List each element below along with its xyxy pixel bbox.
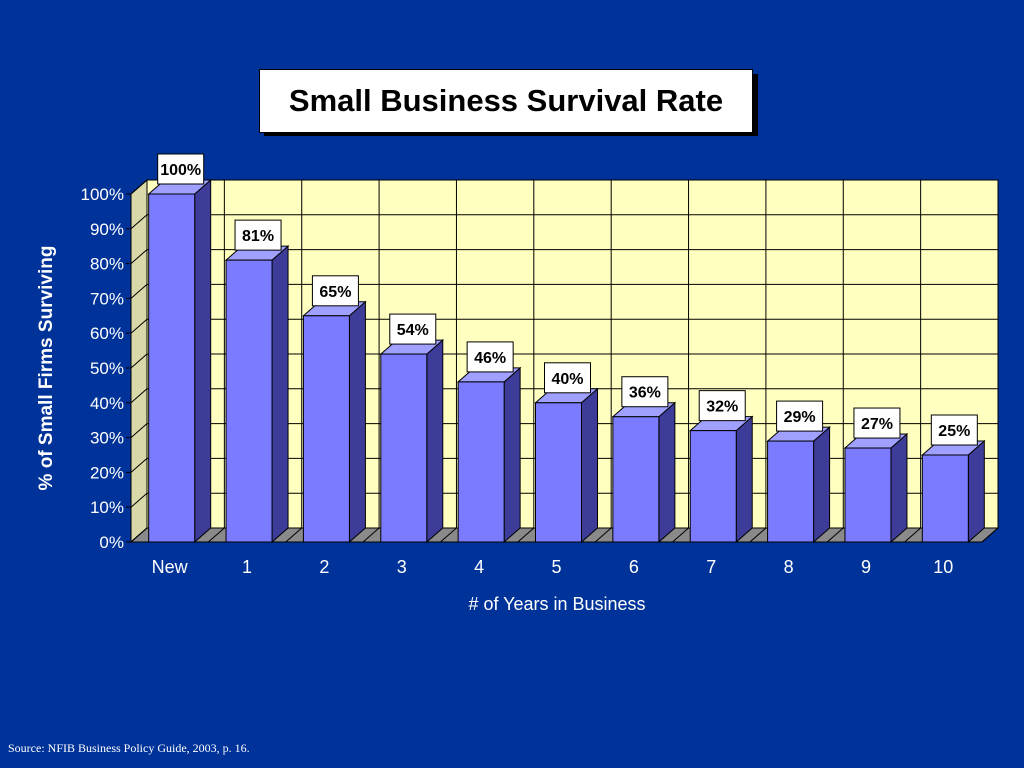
y-tick-label: 30% [90,429,124,448]
bar [689,430,737,543]
data-label-box [930,414,978,446]
y-axis-title: % of Small Firms Surviving [36,246,57,491]
floor-divider [517,527,535,543]
bar-side [967,439,985,544]
x-tick-label: 2 [319,557,329,577]
data-label-box [776,400,824,432]
x-tick-label: 5 [551,557,561,577]
floor-divider [130,527,148,543]
y-tick-label: 40% [90,394,124,413]
data-label-box [389,313,437,345]
data-label: 32% [706,399,738,416]
data-label-box [157,153,205,185]
data-label-box [698,390,746,422]
bar-side [271,245,289,544]
bar-side [348,300,366,544]
data-label: 46% [474,350,506,367]
data-label: 100% [160,162,201,179]
bar [457,381,505,543]
data-label: 27% [861,416,893,433]
y-gridline-side [130,284,148,299]
y-tick-label: 60% [90,324,124,343]
y-tick-label: 80% [90,255,124,274]
y-gridline-side [130,318,148,334]
bar [535,402,582,543]
floor-divider [285,527,303,543]
x-tick-label: 7 [706,557,716,577]
bar [612,416,660,543]
bar-side [813,425,831,544]
source-note: Source: NFIB Business Policy Guide, 2003… [8,741,250,755]
y-gridline-side [130,492,148,508]
y-gridline-side [130,249,148,264]
x-tick-label: 4 [474,557,484,577]
x-tick-label: 6 [629,557,639,577]
floor-divider [440,527,457,543]
floor-divider [826,527,844,543]
floor-divider [749,527,767,543]
data-label: 40% [551,371,583,388]
x-axis-title: # of Years in Business [468,594,645,614]
floor-divider [594,527,612,543]
y-tick-label: 50% [90,359,124,378]
bar-side [426,338,444,544]
x-tick-label: 10 [933,557,953,577]
y-gridline-side [130,388,148,404]
y-tick-label: 10% [90,498,124,517]
data-label: 54% [397,322,429,339]
x-tick-label: 3 [397,557,407,577]
floor-divider [981,527,999,543]
bar [767,440,815,543]
data-label: 81% [242,228,274,245]
data-label-box [466,341,514,373]
bar-side [194,178,212,544]
bar [148,193,196,543]
y-tick-label: 70% [90,289,124,308]
bar-side [658,401,676,544]
data-label: 36% [629,385,661,402]
bar-side [890,432,908,544]
y-tick-label: 90% [90,220,124,239]
bar [302,315,350,543]
floor-divider [904,527,921,543]
y-tick-label: 0% [99,533,124,552]
data-label-box [621,376,669,408]
bar-side [735,415,753,544]
floor-divider [362,527,380,543]
y-gridline-side [130,423,148,438]
bar-side [581,387,598,544]
bar [225,259,273,543]
y-tick-label: 20% [90,463,124,482]
data-label-box [234,219,282,251]
data-label-box [544,362,591,394]
data-label: 29% [784,409,816,426]
bar-side [503,366,521,544]
data-label: 25% [938,423,970,440]
x-tick-label: 9 [861,557,871,577]
y-gridline-side [130,214,148,230]
y-gridline-side [130,458,148,473]
bar [380,353,428,543]
data-label-box [853,407,901,439]
x-tick-label: 1 [242,557,252,577]
y-tick-label: 100% [81,185,124,204]
x-tick-label: New [152,557,189,577]
data-label: 65% [319,284,351,301]
floor-divider [208,527,225,543]
bar [921,454,969,543]
floor-divider [672,527,689,543]
y-gridline-side [130,353,148,369]
bar [844,447,892,543]
chart-title: Small Business Survival Rate [259,69,753,133]
y-gridline-side [130,179,148,195]
x-tick-label: 8 [784,557,794,577]
data-label-box [311,275,359,307]
